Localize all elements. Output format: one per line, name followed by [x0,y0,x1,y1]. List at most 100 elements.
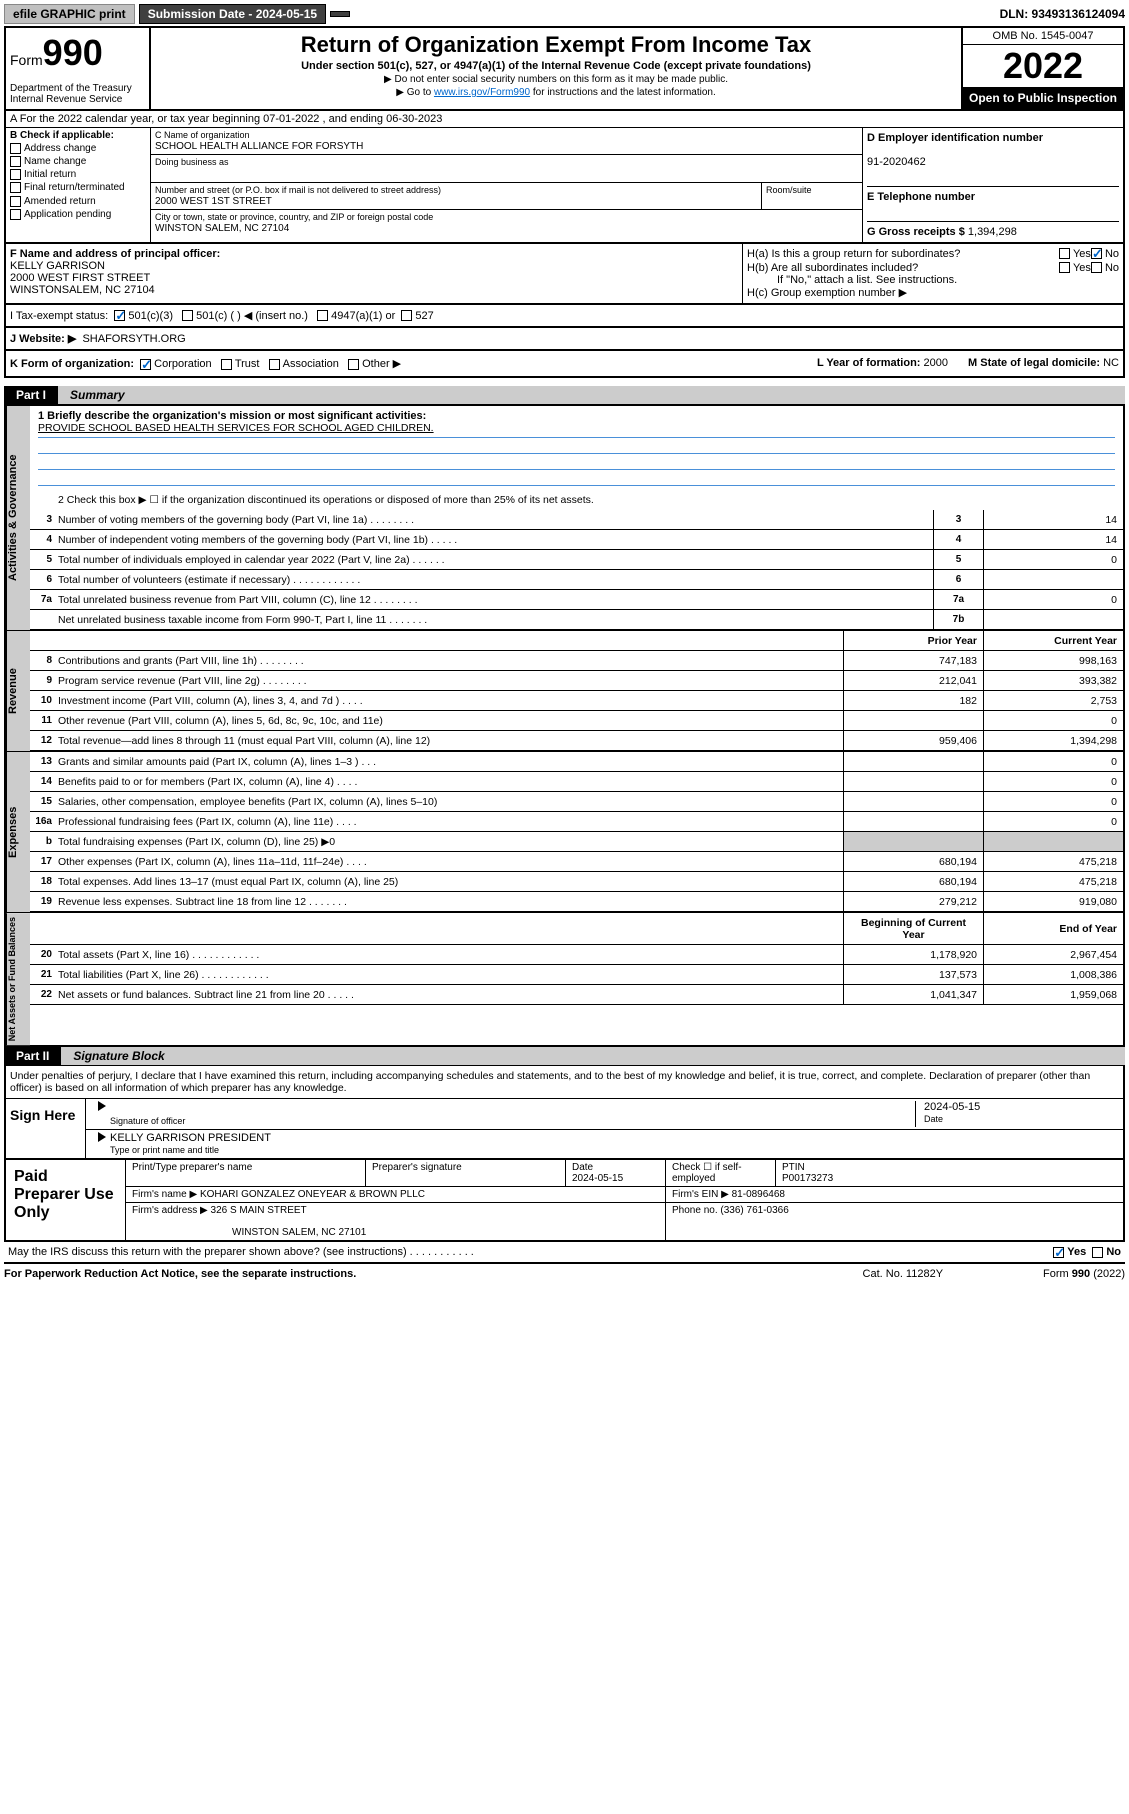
rev-line: 11Other revenue (Part VIII, column (A), … [30,711,1123,731]
rev-line: 9Program service revenue (Part VIII, lin… [30,671,1123,691]
dept-treasury: Department of the Treasury Internal Reve… [10,83,145,105]
discuss-no-checkbox[interactable] [1092,1247,1103,1258]
irs-link[interactable]: www.irs.gov/Form990 [434,87,530,98]
hb-no-checkbox[interactable] [1091,262,1102,273]
colb-item[interactable]: Initial return [10,169,146,180]
hb-yes-checkbox[interactable] [1059,262,1070,273]
assoc-checkbox[interactable] [269,359,280,370]
part1-title: Summary [58,386,1125,404]
gross-value: 1,394,298 [968,226,1017,238]
hb-label: H(b) Are all subordinates included? [747,262,1059,274]
501c3-checkbox[interactable] [114,310,125,321]
rev-line: 8Contributions and grants (Part VIII, li… [30,651,1123,671]
room-label: Room/suite [766,185,812,195]
tax-year-range: A For the 2022 calendar year, or tax yea… [4,111,1125,128]
open-inspection: Open to Public Inspection [963,87,1123,109]
4947-checkbox[interactable] [317,310,328,321]
firm-addr-label: Firm's address ▶ [132,1205,208,1216]
gov-line: 4Number of independent voting members of… [30,530,1123,550]
officer-addr1: 2000 WEST FIRST STREET [10,272,150,284]
exp-line: 14Benefits paid to or for members (Part … [30,772,1123,792]
prep-date: 2024-05-15 [572,1173,623,1184]
mission-text: PROVIDE SCHOOL BASED HEALTH SERVICES FOR… [38,422,1115,438]
cat-no: Cat. No. 11282Y [863,1268,944,1280]
gov-line: 6Total number of volunteers (estimate if… [30,570,1123,590]
begin-year-head: Beginning of Current Year [843,913,983,944]
colb-item[interactable]: Amended return [10,196,146,207]
officer-label: F Name and address of principal officer: [10,248,220,260]
side-revenue: Revenue [6,631,30,751]
ha-yes-checkbox[interactable] [1059,248,1070,259]
ha-no-checkbox[interactable] [1091,248,1102,259]
exp-line: 16aProfessional fundraising fees (Part I… [30,812,1123,832]
part2-title: Signature Block [61,1047,1125,1065]
org-address: 2000 WEST 1ST STREET [155,196,272,207]
colb-item[interactable]: Final return/terminated [10,182,146,193]
part1-label: Part I [4,386,58,404]
city-label: City or town, state or province, country… [155,212,433,222]
ein-value: 91-2020462 [867,156,926,168]
trust-checkbox[interactable] [221,359,232,370]
paid-preparer-label: Paid Preparer Use Only [6,1160,126,1240]
prior-year-head: Prior Year [843,631,983,650]
prep-h5: PTIN [782,1162,805,1173]
exp-line: 17Other expenses (Part IX, column (A), l… [30,852,1123,872]
sig-date: 2024-05-15 [924,1101,980,1113]
527-checkbox[interactable] [401,310,412,321]
hc-label: H(c) Group exemption number ▶ [747,286,1119,299]
state-domicile: NC [1103,357,1119,369]
side-netassets: Net Assets or Fund Balances [6,913,30,1045]
tax-year: 2022 [963,45,1123,87]
sign-here-label: Sign Here [6,1099,86,1158]
year-formation-label: L Year of formation: [817,357,921,369]
form-title: Return of Organization Exempt From Incom… [155,32,957,58]
firm-addr1: 326 S MAIN STREET [211,1205,307,1216]
form-prefix: Form [10,52,43,68]
officer-name-title: KELLY GARRISON PRESIDENT [110,1132,271,1144]
addr-label: Number and street (or P.O. box if mail i… [155,185,441,195]
gov-line: 5Total number of individuals employed in… [30,550,1123,570]
colb-item[interactable]: Address change [10,143,146,154]
form-number: 990 [43,32,103,73]
officer-name: KELLY GARRISON [10,260,105,272]
date-label: Date [924,1114,943,1124]
prep-ptin: P00173273 [782,1173,833,1184]
other-checkbox[interactable] [348,359,359,370]
ha-label: H(a) Is this a group return for subordin… [747,248,1059,260]
website-label: J Website: ▶ [10,333,76,345]
gov-line: Net unrelated business taxable income fr… [30,610,1123,630]
colb-item[interactable]: Application pending [10,209,146,220]
col-b-header: B Check if applicable: [10,130,146,141]
note-ssn: ▶ Do not enter social security numbers o… [155,74,957,85]
side-governance: Activities & Governance [6,406,30,630]
discuss-yes-checkbox[interactable] [1053,1247,1064,1258]
sig-officer-label: Signature of officer [110,1116,185,1126]
rev-line: 10Investment income (Part VIII, column (… [30,691,1123,711]
side-expenses: Expenses [6,752,30,912]
firm-phone: (336) 761-0366 [720,1205,788,1216]
part2-label: Part II [4,1047,61,1065]
firm-name-label: Firm's name ▶ [132,1189,197,1200]
submission-date: Submission Date - 2024-05-15 [139,4,326,24]
omb-number: OMB No. 1545-0047 [963,28,1123,45]
type-name-label: Type or print name and title [110,1145,219,1155]
prep-h1: Print/Type preparer's name [132,1162,252,1173]
phone-label: E Telephone number [867,191,975,203]
dln: DLN: 93493136124094 [1000,7,1125,21]
rev-line: 12Total revenue—add lines 8 through 11 (… [30,731,1123,751]
prep-h3: Date [572,1162,593,1173]
org-city: WINSTON SALEM, NC 27104 [155,223,289,234]
hb-note: If "No," attach a list. See instructions… [777,274,1119,286]
501c-checkbox[interactable] [182,310,193,321]
corp-checkbox[interactable] [140,359,151,370]
irs-discuss-q: May the IRS discuss this return with the… [8,1246,474,1258]
line2-text: 2 Check this box ▶ ☐ if the organization… [58,492,1123,508]
prep-h2: Preparer's signature [372,1162,462,1173]
exp-line: bTotal fundraising expenses (Part IX, co… [30,832,1123,852]
net-line: 22Net assets or fund balances. Subtract … [30,985,1123,1005]
exp-line: 13Grants and similar amounts paid (Part … [30,752,1123,772]
state-domicile-label: M State of legal domicile: [968,357,1100,369]
gov-line: 7aTotal unrelated business revenue from … [30,590,1123,610]
colb-item[interactable]: Name change [10,156,146,167]
gov-line: 3Number of voting members of the governi… [30,510,1123,530]
